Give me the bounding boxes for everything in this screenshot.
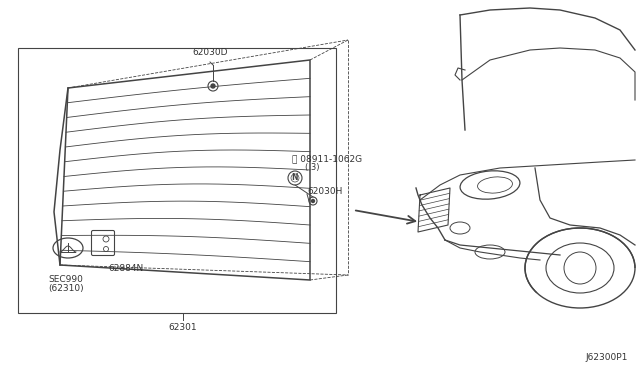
Text: 62884N: 62884N xyxy=(108,264,143,273)
Text: SEC990: SEC990 xyxy=(48,275,83,284)
Text: 62030H: 62030H xyxy=(307,187,342,196)
Text: N: N xyxy=(292,173,298,183)
Text: (62310): (62310) xyxy=(48,284,84,293)
Circle shape xyxy=(312,199,314,202)
Circle shape xyxy=(211,84,215,88)
Text: 62301: 62301 xyxy=(169,323,197,332)
Text: ( 3): ( 3) xyxy=(305,163,319,172)
Text: 62030D: 62030D xyxy=(192,48,228,57)
Bar xyxy=(18,48,336,313)
Text: Ⓝ 08911-1062G: Ⓝ 08911-1062G xyxy=(292,154,362,163)
Text: J62300P1: J62300P1 xyxy=(586,353,628,362)
